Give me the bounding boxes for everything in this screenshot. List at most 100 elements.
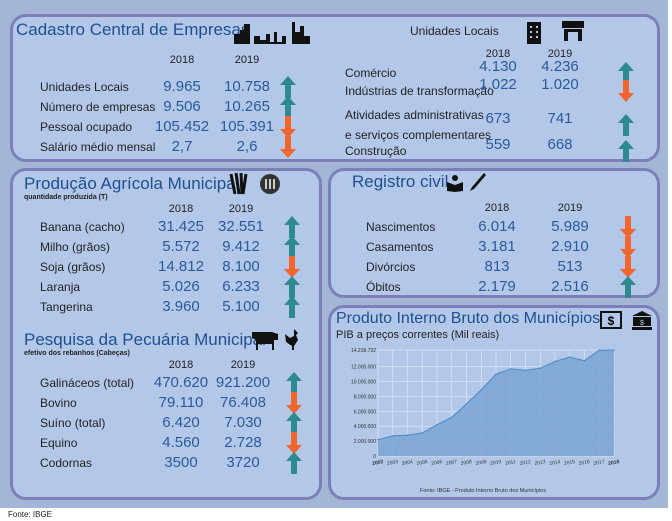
x-tick-label: 2016	[578, 459, 590, 467]
x-tick-label: 2004	[401, 459, 413, 467]
y-tick-label: 14.238.732	[351, 348, 376, 354]
arrow-up-icon	[620, 276, 636, 298]
x-tick-label: 2011	[505, 459, 517, 467]
y-tick-label: 2.000.000	[354, 439, 376, 445]
pecuaria-row-label: Suíno (total)	[40, 416, 106, 430]
agricola-value-2018: 14.812	[158, 258, 204, 275]
cadastro-panel	[10, 14, 660, 162]
data-point	[583, 359, 586, 362]
pecuaria-value-2019: 76.408	[220, 394, 266, 411]
wheat-icon	[229, 172, 248, 195]
year-2018-header: 2018	[485, 48, 511, 60]
pecuaria-value-2019: 2.728	[224, 434, 262, 451]
agricola-value-2019: 8.100	[222, 258, 260, 275]
x-tick-label: 2012	[519, 459, 531, 467]
svg-text:$: $	[640, 320, 644, 327]
data-point	[377, 438, 379, 441]
x-tick-label: 2007	[446, 459, 458, 467]
unidades-row-label: Atividades administrativas	[345, 108, 484, 122]
registro-value-2019: 513	[557, 258, 583, 275]
bank-icon: $	[632, 311, 652, 330]
pecuaria-value-2019: 921.200	[215, 374, 271, 391]
pib-source: Fonte: IBGE - Produto Interno Bruto dos …	[420, 488, 546, 494]
pecuaria-subtitle: efetivo dos rebanhos (Cabeças)	[24, 350, 130, 357]
registro-row-label: Casamentos	[366, 240, 434, 254]
footer-source: Fonte: IBGE	[8, 510, 53, 519]
cadastro-value-2019: 10.265	[224, 98, 270, 115]
registro-value-2019: 2.910	[551, 238, 589, 255]
arrow-down-icon	[618, 80, 634, 102]
data-point	[598, 349, 601, 352]
year-2018-header: 2018	[484, 202, 510, 214]
grain-icon	[260, 174, 280, 194]
pecuaria-value-2018: 79.110	[158, 394, 204, 411]
registro-row-label: Divórcios	[366, 260, 416, 274]
x-tick-label: 2018	[608, 459, 620, 467]
pecuaria-value-2019: 3720	[226, 454, 260, 471]
arrow-down-icon	[284, 256, 300, 278]
pecuaria-row-label: Equino	[40, 436, 78, 450]
unidades-value-2019: 741	[547, 110, 573, 127]
arrow-up-icon	[286, 452, 302, 474]
data-point	[480, 388, 483, 391]
y-tick-label: 4.000.000	[354, 424, 376, 430]
arrow-up-icon	[286, 412, 302, 434]
unidades-value-2018: 4.130	[479, 58, 517, 75]
x-tick-label: 2014	[549, 459, 561, 467]
data-point	[495, 373, 497, 375]
arrow-down-icon	[280, 136, 296, 158]
data-point	[613, 349, 615, 351]
arrow-down-icon	[280, 116, 296, 138]
arrow-down-icon	[620, 256, 636, 278]
agricola-row-label: Laranja	[40, 280, 81, 294]
x-tick-label: 2010	[490, 459, 502, 467]
rooster-icon	[285, 329, 298, 350]
agricola-title: Produção Agrícola Municipal	[24, 174, 240, 193]
pecuaria-value-2018: 4.560	[162, 434, 200, 451]
pib-area	[378, 350, 614, 456]
agricola-value-2019: 6.233	[222, 278, 260, 295]
y-tick-label: 0	[373, 454, 376, 460]
building-icon	[527, 22, 541, 44]
arrow-down-icon	[286, 392, 302, 414]
unidades-value-2018: 559	[485, 136, 511, 153]
agricola-row-label: Tangerina	[40, 300, 93, 314]
x-tick-label: 2017	[593, 459, 605, 467]
agricola-subtitle: quantidade produzida (T)	[24, 194, 108, 201]
book-person-icon	[447, 175, 463, 192]
unidades-value-2018: 1.022	[479, 76, 517, 93]
pib-subtitle: PIB a preços correntes (Mil reais)	[336, 329, 500, 341]
year-2019-header: 2019	[228, 203, 254, 215]
agricola-row-label: Soja (grãos)	[40, 260, 106, 274]
agricola-value-2019: 5.100	[222, 298, 260, 315]
x-tick-label: 2008	[460, 459, 472, 467]
data-point	[509, 368, 512, 370]
cadastro-value-2019: 2,6	[236, 138, 258, 155]
agricola-value-2018: 3.960	[162, 298, 200, 315]
pecuaria-value-2018: 6.420	[162, 414, 200, 431]
data-point	[391, 435, 394, 437]
cow-icon	[252, 332, 278, 350]
year-2019-header: 2019	[230, 359, 256, 371]
unidades-row-label: Comércio	[345, 66, 397, 80]
arrow-up-icon	[284, 276, 300, 298]
unidades-title: Unidades Locais	[410, 24, 499, 38]
x-tick-label: 2015	[564, 459, 576, 467]
registro-value-2019: 5.989	[551, 218, 589, 235]
arrow-up-icon	[280, 76, 296, 98]
pecuaria-value-2018: 470.620	[153, 374, 209, 391]
year-2019-header: 2019	[547, 48, 573, 60]
registro-value-2018: 813	[484, 258, 510, 275]
x-tick-label: 2009	[475, 459, 487, 467]
unidades-row-label: Construção	[345, 144, 407, 158]
y-tick-label: 10.000.000	[351, 380, 376, 386]
year-2018-header: 2018	[168, 359, 194, 371]
data-point	[406, 434, 409, 436]
x-tick-label: 2006	[431, 459, 443, 467]
agricola-value-2019: 32.551	[218, 218, 264, 235]
arrow-down-icon	[286, 432, 302, 454]
unidades-value-2019: 4.236	[541, 58, 579, 75]
year-2018-header: 2018	[168, 203, 194, 215]
y-tick-label: 12.000.000	[351, 365, 376, 371]
agricola-value-2019: 9.412	[222, 238, 260, 255]
